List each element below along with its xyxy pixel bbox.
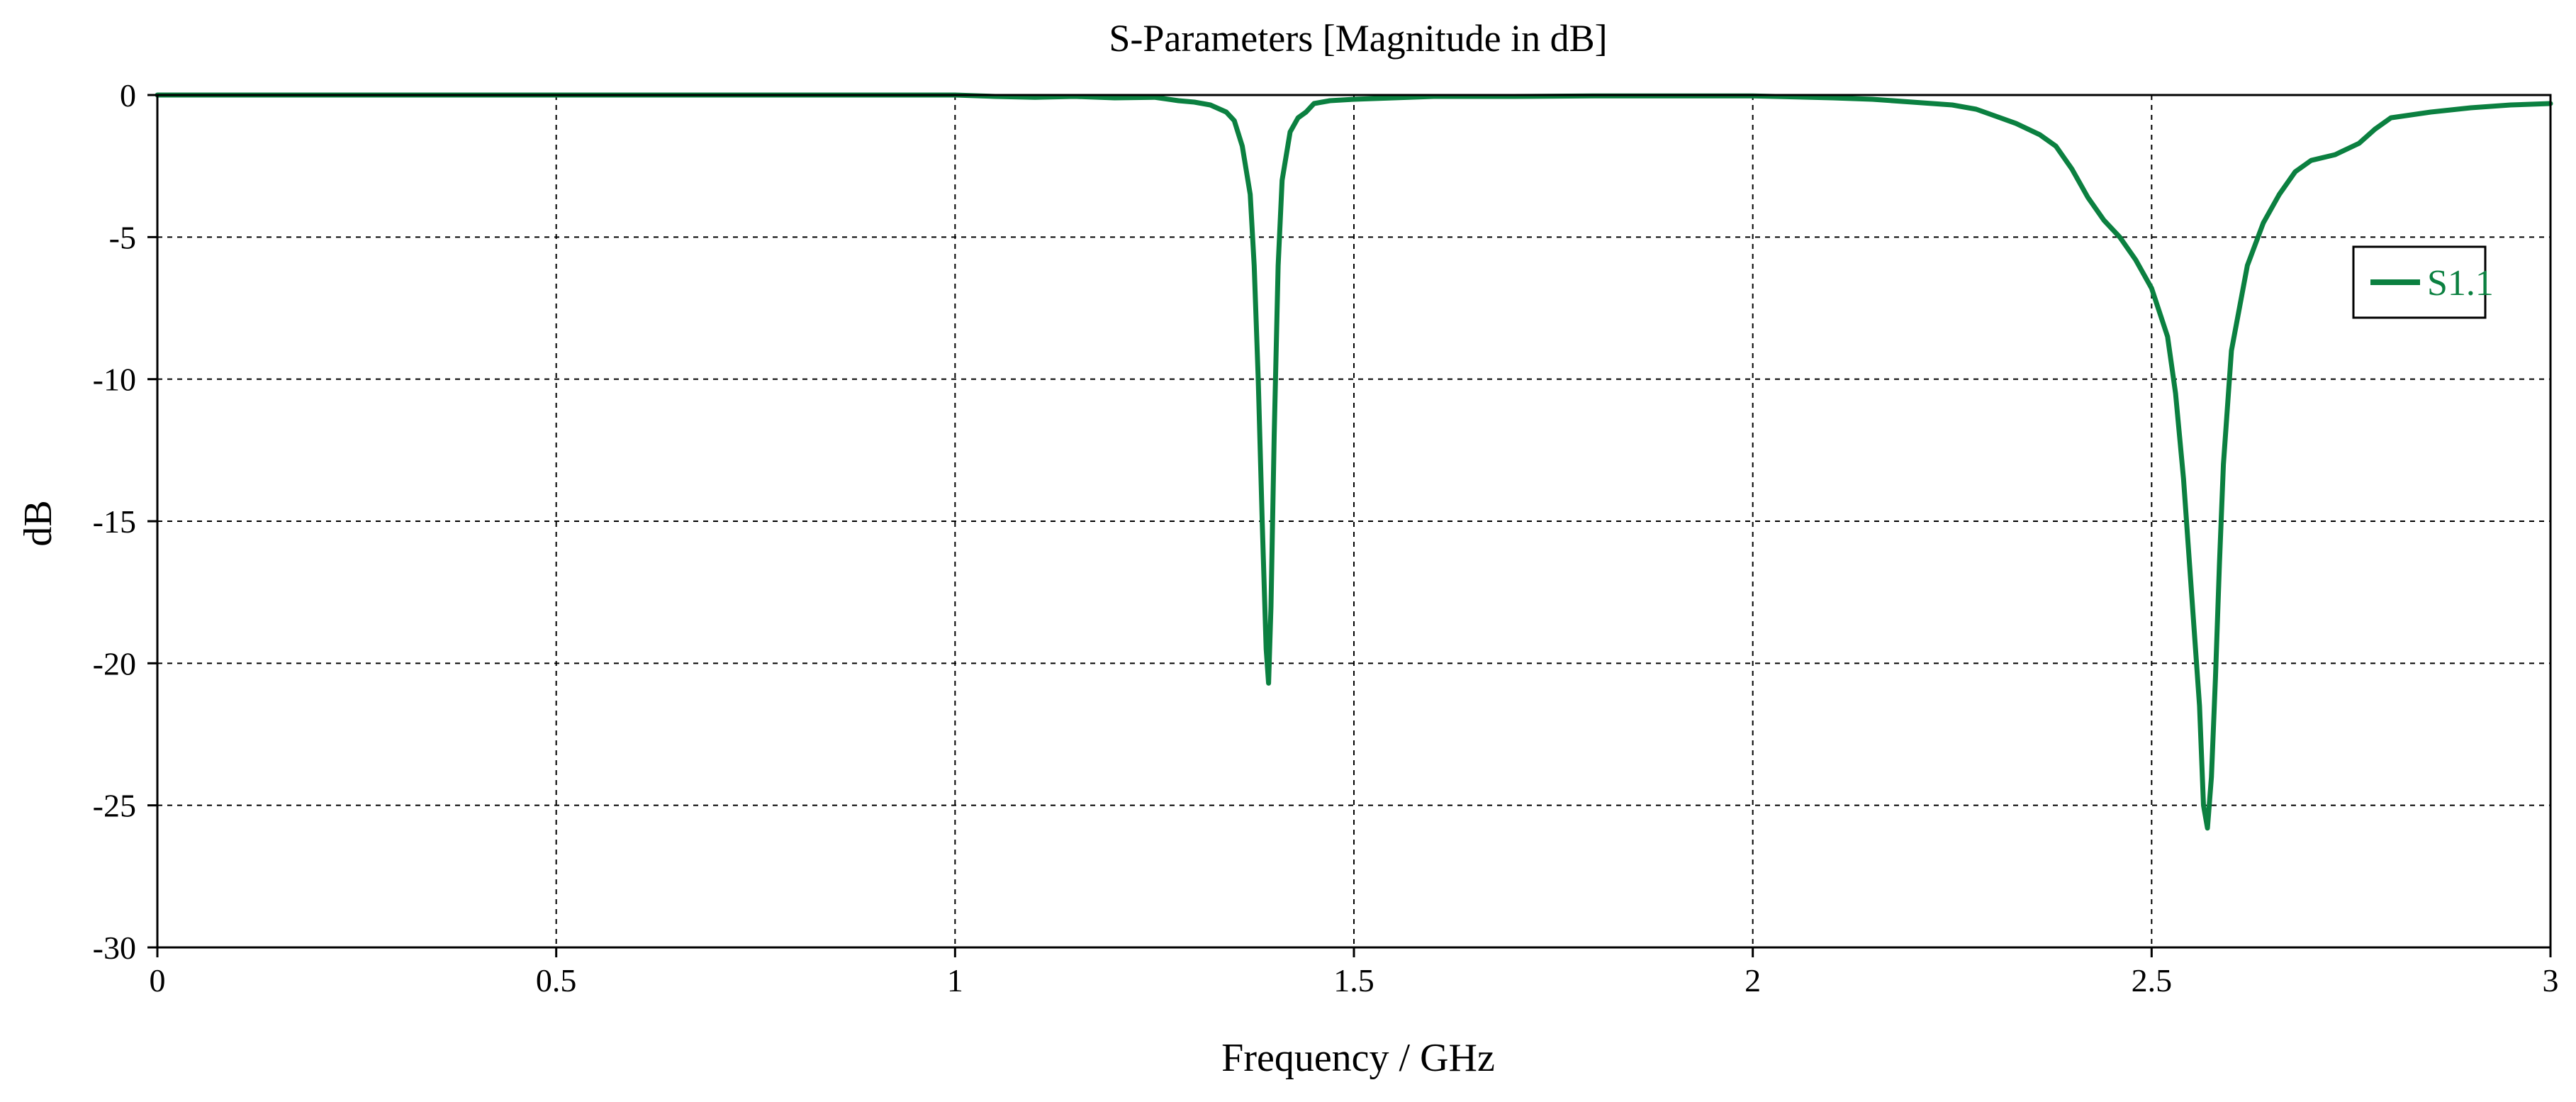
series-line-s1-1	[155, 92, 2553, 831]
x-tick-label-0: 0	[150, 962, 166, 998]
y-axis-title: dB	[16, 500, 60, 546]
x-tick-label-4: 2	[1745, 962, 1761, 998]
x-axis-title: Frequency / GHz	[1221, 1036, 1495, 1080]
x-tick-label-1: 0.5	[536, 962, 577, 998]
y-tick-label-4: -20	[93, 645, 136, 681]
legend-label-s1-1: S1.1	[2427, 263, 2494, 304]
y-tick-label-5: -25	[93, 788, 136, 824]
y-tick-label-6: -30	[93, 930, 136, 966]
grid	[157, 95, 2550, 947]
y-tick-label-0: 0	[120, 77, 136, 113]
chart-title: S-Parameters [Magnitude in dB]	[1109, 17, 1607, 60]
legend: S1.1	[2352, 245, 2494, 319]
x-axis-ticks: 0 0.5 1 1.5 2 2.5 3	[150, 947, 2559, 998]
x-tick-label-6: 3	[2543, 962, 2559, 998]
x-tick-label-3: 1.5	[1333, 962, 1374, 998]
y-tick-label-3: -15	[93, 503, 136, 540]
series-layer	[155, 92, 2553, 831]
x-tick-label-5: 2.5	[2132, 962, 2173, 998]
y-tick-label-2: -10	[93, 362, 136, 398]
y-axis-ticks: 0 -5 -10 -15 -20 -25 -30	[93, 77, 157, 966]
x-tick-label-2: 1	[947, 962, 963, 998]
y-tick-label-1: -5	[109, 219, 136, 255]
